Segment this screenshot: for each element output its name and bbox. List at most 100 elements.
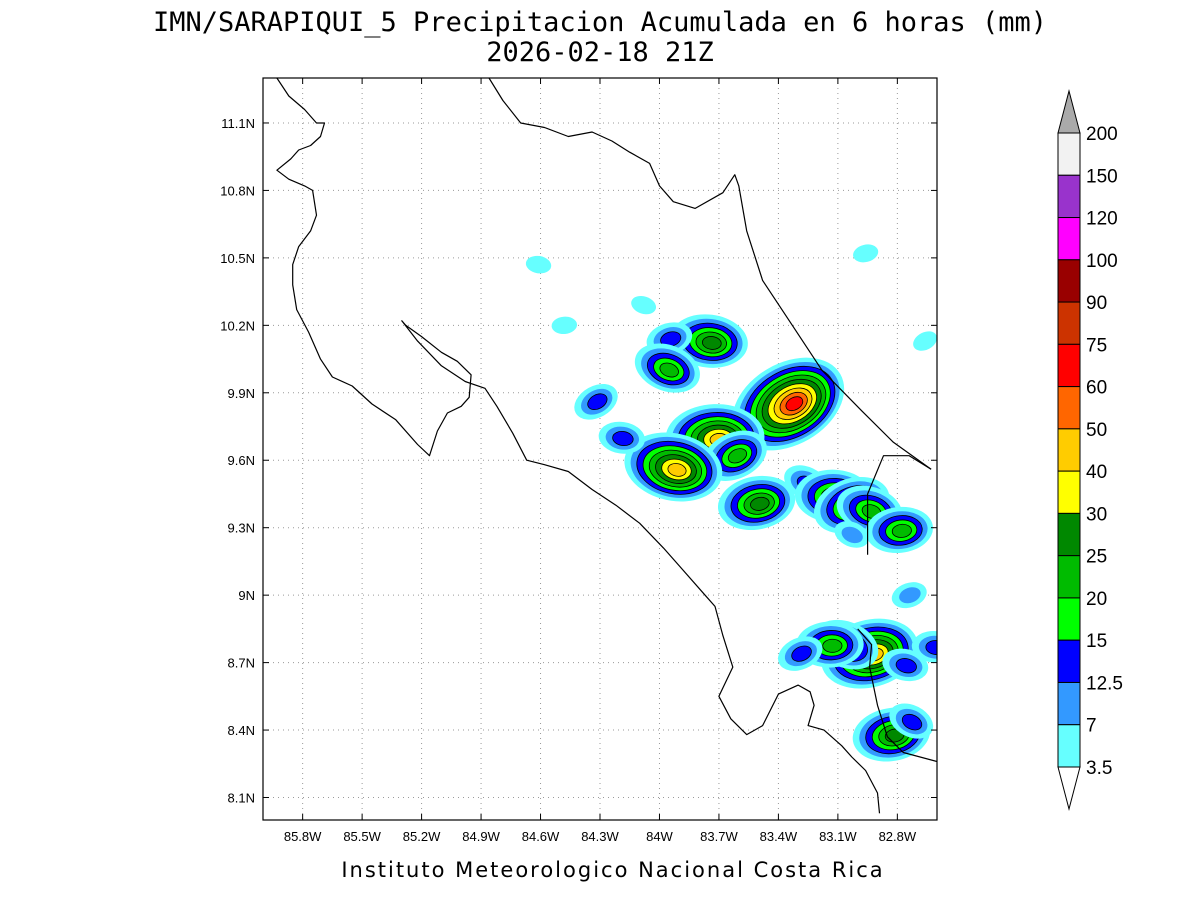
lon-tick-label: 83.4W	[760, 829, 798, 844]
colorbar-level-label: 25	[1086, 547, 1107, 568]
lat-tick-label: 8.4N	[228, 723, 255, 738]
colorbar-swatch	[1057, 470, 1081, 514]
lat-tick-label: 9.9N	[228, 386, 255, 401]
colorbar-bottom-arrow	[1057, 766, 1081, 811]
precip-contour	[702, 336, 722, 350]
colorbar-level-label: 100	[1086, 251, 1118, 272]
lat-tick-label: 10.2N	[220, 318, 255, 333]
precip-cell	[796, 621, 864, 668]
lat-tick-label: 9N	[238, 588, 255, 603]
precip-cell	[853, 244, 879, 263]
precip-contour	[551, 316, 578, 335]
precip-contour	[841, 526, 863, 544]
colorbar-level-label: 60	[1086, 378, 1107, 399]
lat-tick-label: 10.5N	[220, 251, 255, 266]
colorbar-swatch	[1057, 724, 1081, 768]
precip-cell	[634, 343, 700, 393]
precip-cell	[834, 521, 870, 548]
colorbar-level-label: 15	[1086, 631, 1107, 652]
colorbar-swatch	[1057, 132, 1081, 176]
colorbar-swatch	[1057, 597, 1081, 641]
lat-tick-label: 11.1N	[221, 116, 255, 131]
precip-contour	[667, 463, 687, 477]
precip-cell	[778, 636, 823, 671]
precip-contour	[785, 396, 804, 412]
precip-contour	[895, 658, 917, 674]
precip-contour	[853, 244, 879, 263]
colorbar-swatch	[1057, 259, 1081, 303]
coastline	[857, 628, 937, 763]
precipitation-field	[525, 244, 937, 762]
precip-contour	[587, 393, 608, 411]
credit-text: Instituto Meteorologico Nacional Costa R…	[341, 858, 884, 882]
colorbar-swatch	[1057, 428, 1081, 472]
lon-tick-label: 85.5W	[343, 829, 381, 844]
precip-cell	[891, 582, 927, 609]
precip-cell	[631, 295, 657, 315]
precip-contour	[525, 255, 552, 274]
precip-cell	[889, 703, 934, 739]
colorbar-swatch	[1057, 301, 1081, 345]
colorbar-swatch	[1057, 681, 1081, 726]
colorbar-swatch	[1057, 217, 1081, 261]
colorbar-level-label: 40	[1086, 462, 1107, 483]
precip-contour	[631, 295, 657, 315]
lon-tick-label: 85.2W	[403, 829, 441, 844]
precip-cell	[913, 331, 937, 351]
colorbar-swatch	[1057, 343, 1081, 388]
precip-cell	[911, 631, 937, 663]
colorbar-level-label: 7	[1086, 716, 1097, 737]
coastlines	[276, 78, 937, 814]
lon-tick-label: 82.8W	[879, 829, 917, 844]
colorbar-swatch	[1057, 555, 1081, 599]
precip-contour	[659, 362, 679, 378]
precip-contour	[913, 331, 937, 351]
precip-cell	[598, 421, 645, 454]
lon-tick-label: 84.6W	[522, 829, 560, 844]
colorbar-legend: 200 150 120 100 90 75 60 50 40 30 25 20 15 12.5 7 3.5	[1057, 89, 1123, 811]
lat-tick-label: 8.1N	[228, 791, 255, 806]
lon-tick-label: 85.8W	[284, 829, 322, 844]
lon-tick-label: 83.1W	[819, 829, 857, 844]
precip-cell	[865, 506, 933, 554]
precip-contour	[727, 448, 748, 464]
colorbar-level-label: 75	[1086, 335, 1107, 356]
axis-ticks: 85.8W 85.5W 85.2W 84.9W 84.6W 84.3W 84W 83.7W 83…	[220, 78, 937, 844]
coastline	[276, 78, 881, 814]
colorbar-swatch	[1057, 639, 1081, 683]
precip-cell	[551, 316, 578, 335]
colorbar-level-label: 12.5	[1086, 673, 1123, 694]
precip-cell	[525, 255, 552, 274]
precip-contour	[791, 645, 812, 662]
lat-tick-label: 10.8N	[220, 183, 255, 198]
coastline	[867, 455, 932, 555]
coastline	[488, 78, 932, 470]
precip-cell	[717, 475, 796, 531]
colorbar-swatch	[1057, 512, 1081, 557]
precip-contour	[901, 713, 923, 731]
lon-tick-label: 83.7W	[700, 829, 738, 844]
lat-tick-label: 9.6N	[228, 453, 255, 468]
colorbar-top-arrow	[1057, 89, 1081, 134]
colorbar-level-label: 30	[1086, 504, 1107, 525]
colorbar-level-label: 20	[1086, 589, 1107, 610]
precip-cell	[732, 357, 845, 451]
colorbar-swatch	[1057, 386, 1081, 430]
lon-tick-label: 84.9W	[462, 829, 500, 844]
precip-cell	[624, 432, 723, 502]
colorbar-level-label: 90	[1086, 293, 1107, 314]
colorbar-level-label: 120	[1086, 209, 1118, 230]
lon-tick-label: 84W	[646, 829, 673, 844]
precip-cell	[574, 383, 618, 420]
colorbar-swatch	[1057, 174, 1081, 219]
precip-contour	[750, 496, 770, 511]
colorbar-level-label: 50	[1086, 420, 1107, 441]
colorbar-level-label: 150	[1086, 166, 1118, 187]
colorbar-level-label: 3.5	[1086, 758, 1112, 779]
colorbar-level-label: 200	[1086, 124, 1118, 145]
precip-cell	[670, 314, 748, 368]
map-panel: 85.8W 85.5W 85.2W 84.9W 84.6W 84.3W 84W 83.7W 83…	[220, 77, 938, 844]
lat-tick-label: 9.3N	[228, 521, 255, 536]
figure-title-line2: 2026-02-18 21Z	[486, 37, 714, 68]
